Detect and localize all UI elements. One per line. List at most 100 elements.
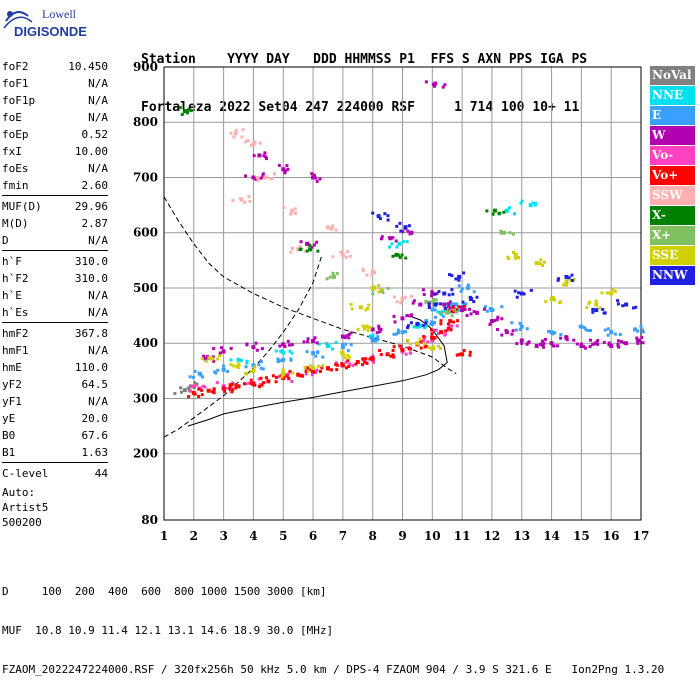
- echo-point: [286, 167, 290, 171]
- echo-point: [377, 290, 381, 294]
- param-separator: [2, 250, 108, 251]
- echo-point: [197, 387, 201, 391]
- echo-point: [252, 369, 256, 373]
- echo-point: [591, 307, 595, 311]
- echo-point: [381, 290, 385, 294]
- echo-point: [366, 307, 370, 311]
- echo-point: [306, 369, 310, 373]
- echo-point: [395, 245, 399, 249]
- echo-point: [392, 295, 396, 299]
- echo-point: [452, 320, 456, 324]
- echo-point: [541, 344, 545, 348]
- echo-point: [234, 383, 238, 387]
- echo-point: [463, 308, 467, 312]
- echo-point: [594, 302, 599, 307]
- echo-point: [411, 301, 415, 305]
- echo-point: [244, 365, 248, 369]
- echo-point: [641, 341, 645, 345]
- legend-entry: Vo+: [650, 166, 695, 185]
- echo-point: [468, 350, 472, 354]
- echo-point: [513, 252, 518, 257]
- echo-point: [405, 240, 409, 244]
- echo-point: [251, 175, 256, 180]
- echo-point: [314, 176, 318, 180]
- echo-point: [313, 371, 317, 375]
- echo-point: [348, 362, 352, 366]
- echo-point: [430, 289, 434, 293]
- echo-point: [347, 333, 351, 337]
- param-value: 1.63: [81, 446, 109, 459]
- echo-point: [618, 332, 622, 336]
- echo-point: [343, 356, 347, 360]
- echo-point: [448, 319, 453, 324]
- echo-point: [178, 106, 182, 110]
- echo-point: [229, 131, 233, 135]
- echo-point: [443, 306, 447, 310]
- echo-point: [460, 287, 464, 291]
- echo-point: [340, 352, 345, 357]
- echo-point: [340, 252, 345, 257]
- echo-point: [287, 376, 291, 380]
- echo-point: [500, 333, 504, 337]
- echo-point: [442, 302, 447, 307]
- param-key: h`F2: [2, 272, 29, 285]
- param-value: N/A: [88, 344, 108, 357]
- echo-point: [442, 291, 447, 296]
- param-row: foF1p N/A: [2, 92, 108, 109]
- echo-point: [449, 328, 453, 332]
- echo-point: [386, 286, 390, 290]
- echo-point: [605, 291, 609, 295]
- echo-point: [594, 299, 598, 303]
- echo-point: [457, 278, 461, 282]
- x-tick-label: 14: [543, 529, 560, 543]
- echo-point: [266, 379, 271, 384]
- echo-point: [553, 298, 557, 302]
- echo-point: [457, 284, 461, 288]
- echo-point: [361, 363, 365, 367]
- echo-point: [303, 366, 307, 370]
- echo-point: [258, 141, 262, 145]
- echo-point: [451, 292, 455, 296]
- echo-point: [285, 164, 289, 168]
- echo-point: [201, 375, 205, 379]
- footer-muf-row: MUF 10.8 10.9 11.4 12.1 13.1 14.6 18.9 3…: [2, 624, 334, 637]
- echo-point: [344, 255, 348, 259]
- echo-point: [377, 324, 381, 328]
- echo-point: [315, 341, 319, 345]
- echo-point: [587, 301, 591, 305]
- legend-entry: NoVal: [650, 66, 695, 85]
- param-value: N/A: [88, 306, 108, 319]
- echo-point: [542, 345, 546, 349]
- echo-point: [271, 374, 275, 378]
- echo-point: [296, 372, 301, 377]
- echo-point: [602, 340, 606, 344]
- echo-point: [286, 339, 290, 343]
- echo-point: [310, 172, 314, 176]
- param-row: hmF2 367.8: [2, 325, 108, 342]
- scaled-parameters-panel: foF2 10.450 foF1 N/A foF1p N/A foE N/A foEp 0.52 f…: [2, 58, 108, 482]
- echo-point: [549, 341, 554, 346]
- echo-point: [241, 128, 245, 132]
- echo-point: [334, 361, 338, 365]
- echo-point: [394, 252, 399, 257]
- echo-point: [396, 328, 400, 332]
- echo-point: [514, 328, 518, 332]
- legend-entry: X-: [650, 206, 695, 225]
- echo-point: [431, 336, 435, 340]
- echo-point: [430, 320, 434, 324]
- x-tick-label: 15: [573, 529, 590, 543]
- echo-point: [364, 324, 369, 329]
- echo-point: [463, 304, 467, 308]
- y-tick-label: 600: [133, 226, 158, 240]
- echo-point: [504, 330, 509, 335]
- echo-point: [408, 232, 412, 236]
- echo-point: [499, 231, 503, 235]
- echo-point: [549, 297, 554, 302]
- echo-point: [289, 250, 293, 254]
- x-tick-label: 17: [633, 529, 650, 543]
- echo-point: [427, 305, 431, 309]
- echo-point: [246, 139, 250, 143]
- echo-point: [249, 143, 253, 147]
- echo-point: [368, 357, 372, 361]
- echo-point: [433, 81, 438, 86]
